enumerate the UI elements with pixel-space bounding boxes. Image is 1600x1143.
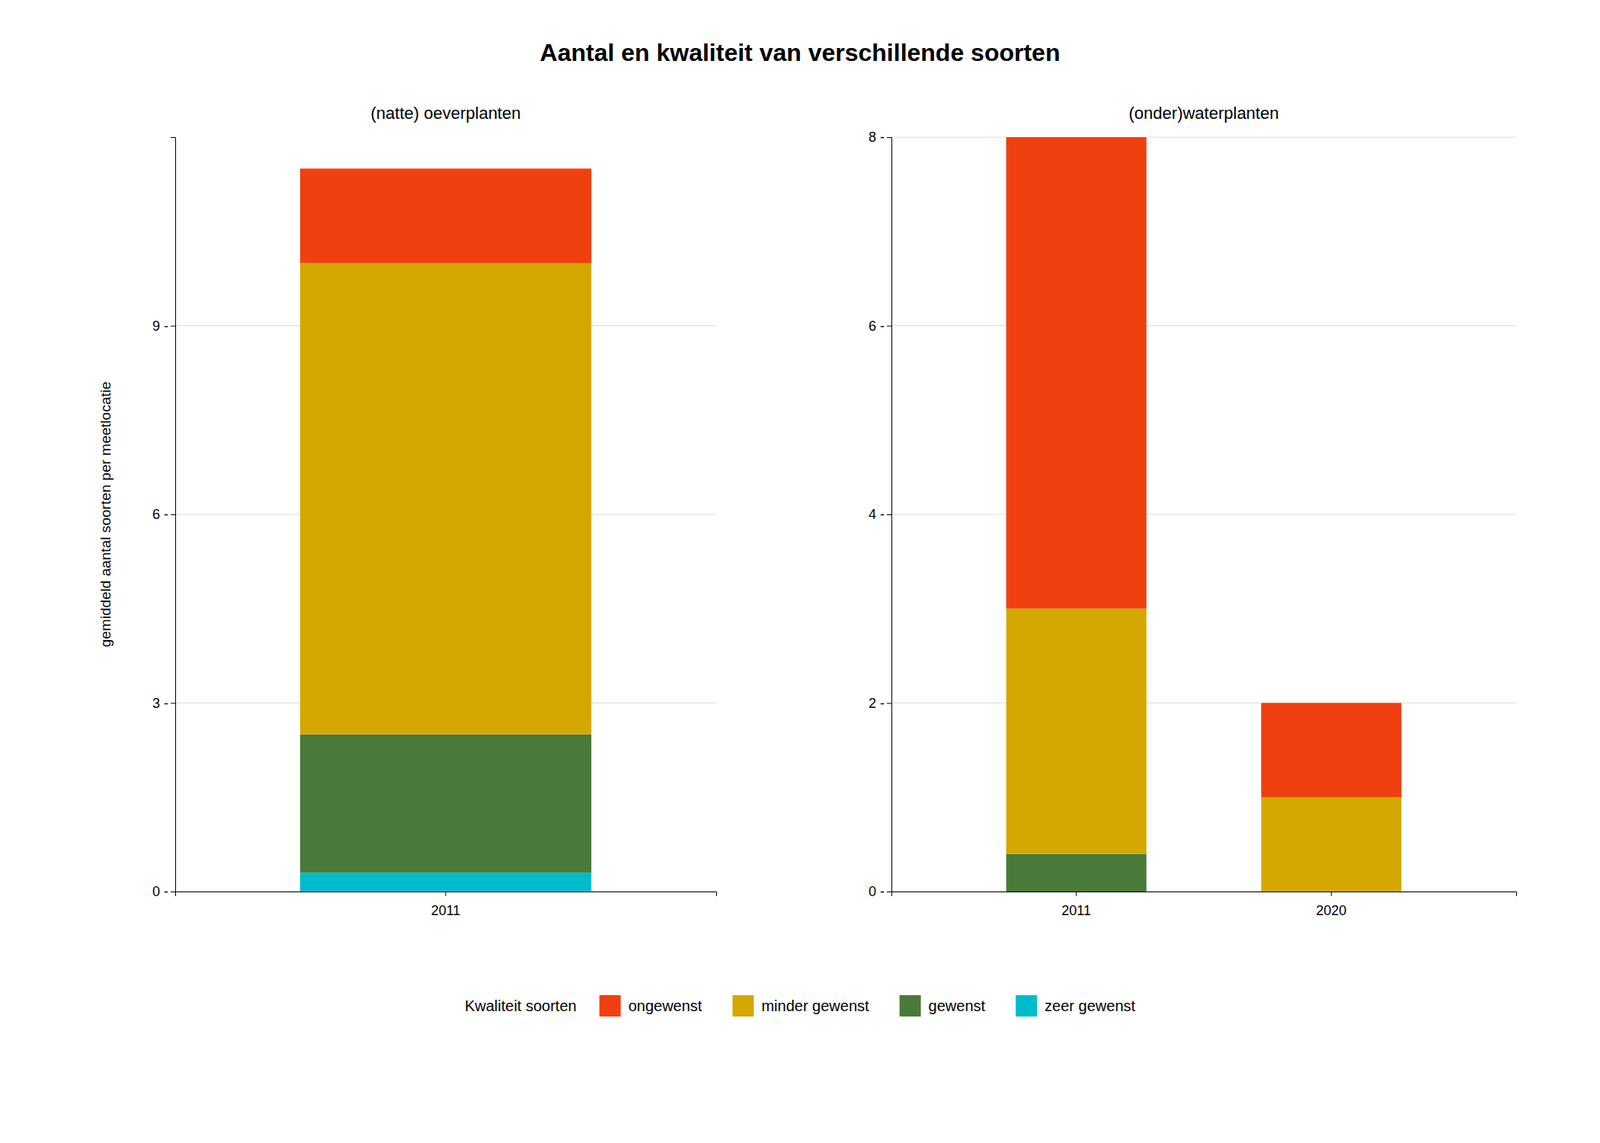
bars bbox=[300, 168, 592, 892]
y-tick: 2 - bbox=[868, 695, 892, 711]
y-tick-mark bbox=[886, 137, 892, 138]
x-axis-line bbox=[892, 892, 1517, 897]
y-tick-label: 0 - bbox=[868, 883, 885, 900]
panel: 0 - 2 - 4 - 6 - 8 - 2011 2020 (onder)waterplant… bbox=[868, 103, 1517, 919]
x-axis: 2011 2020 bbox=[892, 891, 1517, 919]
legend-swatch bbox=[899, 995, 922, 1017]
y-tick-mark bbox=[886, 891, 892, 893]
x-tick-mark bbox=[445, 891, 447, 896]
bar-segment bbox=[1260, 796, 1402, 892]
title: Aantal en kwaliteit van verschillende so… bbox=[540, 38, 1061, 67]
y-tick-label: 6 - bbox=[868, 318, 885, 334]
bar-segment bbox=[300, 734, 592, 874]
bar-segment bbox=[1006, 137, 1147, 609]
y-axis: 0 - 3 - 6 - 9 - bbox=[152, 137, 176, 900]
legend-swatch bbox=[1015, 995, 1037, 1017]
legend-item: ongewenst bbox=[599, 995, 703, 1017]
y-tick: 3 - bbox=[152, 695, 176, 711]
x-tick: 2020 bbox=[1315, 891, 1347, 919]
y-tick-mark bbox=[170, 514, 176, 516]
y-tick-label: 2 - bbox=[868, 695, 885, 711]
y-tick: 0 - bbox=[152, 883, 176, 900]
legend-label: minder gewenst bbox=[761, 997, 870, 1015]
y-tick-label: 8 - bbox=[868, 129, 885, 145]
y-axis-line bbox=[886, 137, 893, 893]
x-axis-line bbox=[176, 892, 717, 897]
legend-label: zeer gewenst bbox=[1044, 997, 1136, 1015]
y-tick-mark bbox=[886, 326, 892, 327]
y-tick-label: 9 - bbox=[152, 318, 169, 334]
bar-segment bbox=[300, 872, 592, 892]
subtitle: (onder)waterplanten bbox=[1129, 103, 1280, 123]
x-tick-mark bbox=[1075, 891, 1077, 896]
legend: Kwaliteit soorten ongewenst minder gewenst… bbox=[464, 995, 1136, 1017]
y-tick: 9 - bbox=[152, 318, 176, 334]
y-axis: 0 - 2 - 4 - 6 - 8 - bbox=[868, 129, 893, 900]
grid-line bbox=[891, 514, 1517, 516]
grid-line bbox=[891, 325, 1517, 327]
y-tick-label: 4 - bbox=[868, 506, 885, 522]
x-tick-label: 2020 bbox=[1315, 902, 1347, 919]
grid bbox=[891, 137, 1517, 892]
y-tick-label: 6 - bbox=[152, 506, 169, 522]
y-axis-title: gemiddeld aantal soorten per meetlocatie bbox=[97, 381, 114, 648]
bar-segment bbox=[1006, 854, 1147, 893]
legend-item: gewenst bbox=[899, 995, 986, 1017]
y-tick-label: 3 - bbox=[152, 695, 169, 711]
y-tick-mark bbox=[170, 891, 176, 893]
y-tick: 0 - bbox=[868, 883, 892, 900]
legend-swatch bbox=[732, 995, 754, 1017]
y-axis-line bbox=[170, 137, 176, 893]
y-tick: 6 - bbox=[868, 318, 892, 334]
bar-segment bbox=[300, 168, 592, 263]
y-tick-mark bbox=[170, 326, 176, 327]
x-tick-mark bbox=[1331, 891, 1332, 896]
legend-item: minder gewenst bbox=[732, 995, 870, 1017]
y-tick: 4 - bbox=[868, 506, 892, 522]
legend-label: ongewenst bbox=[628, 997, 703, 1015]
y-tick-mark bbox=[170, 703, 176, 704]
legend-item: zeer gewenst bbox=[1015, 995, 1136, 1017]
x-tick: 2011 bbox=[1061, 891, 1092, 919]
bar-segment bbox=[1006, 608, 1147, 855]
x-tick: 2011 bbox=[431, 891, 461, 919]
panel: 0 - 3 - 6 - 9 - 2011 (natte) oeverplanten gemi… bbox=[97, 103, 717, 919]
y-tick-mark bbox=[886, 514, 892, 516]
x-tick-label: 2011 bbox=[431, 902, 461, 919]
bar-segment bbox=[300, 262, 592, 735]
subtitle: (natte) oeverplanten bbox=[371, 103, 522, 123]
chart: 0 - 3 - 6 - 9 - 2011 (natte) oeverplanten gemi… bbox=[0, 0, 1600, 1143]
x-tick-label: 2011 bbox=[1061, 902, 1092, 919]
grid-line bbox=[891, 702, 1517, 704]
grid-line bbox=[891, 137, 1517, 138]
bar-segment bbox=[1260, 703, 1402, 798]
legend-swatch bbox=[599, 995, 621, 1017]
y-tick-label: 0 - bbox=[152, 883, 169, 900]
y-tick-mark bbox=[886, 703, 892, 704]
x-axis: 2011 bbox=[176, 891, 717, 919]
legend-label: gewenst bbox=[928, 997, 986, 1015]
legend-title: Kwaliteit soorten bbox=[464, 997, 577, 1015]
bars bbox=[1006, 137, 1402, 892]
y-tick: 8 - bbox=[868, 129, 892, 145]
y-tick: 6 - bbox=[152, 506, 176, 522]
